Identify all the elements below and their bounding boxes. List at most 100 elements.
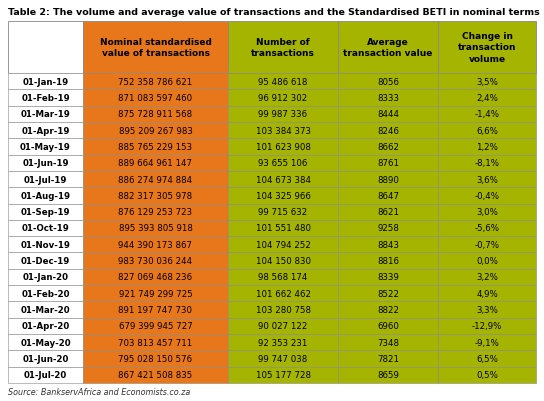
Text: -0,4%: -0,4% xyxy=(474,191,499,200)
Bar xyxy=(8,302,83,318)
Bar xyxy=(8,139,83,155)
Text: 103 384 373: 103 384 373 xyxy=(256,126,311,135)
Bar xyxy=(438,253,536,269)
Text: 921 749 299 725: 921 749 299 725 xyxy=(119,289,193,298)
Bar xyxy=(228,123,338,139)
Bar xyxy=(228,269,338,286)
Text: -1,4%: -1,4% xyxy=(474,110,499,119)
Text: 8056: 8056 xyxy=(377,77,399,87)
Bar xyxy=(338,350,438,367)
Bar xyxy=(83,334,228,350)
Text: 103 280 758: 103 280 758 xyxy=(256,305,311,314)
Text: 01-Nov-19: 01-Nov-19 xyxy=(21,240,70,249)
Text: 8621: 8621 xyxy=(377,208,399,217)
Text: 90 027 122: 90 027 122 xyxy=(258,322,308,330)
Text: 3,5%: 3,5% xyxy=(476,77,498,87)
Text: 99 987 336: 99 987 336 xyxy=(258,110,307,119)
Text: Average
transaction value: Average transaction value xyxy=(343,38,432,58)
Text: 8659: 8659 xyxy=(377,371,399,379)
Bar xyxy=(83,367,228,383)
Text: 101 551 480: 101 551 480 xyxy=(256,224,311,233)
Text: Change in
transaction
volume: Change in transaction volume xyxy=(458,32,516,63)
Text: 3,6%: 3,6% xyxy=(476,175,498,184)
Bar xyxy=(438,286,536,302)
Text: 01-Jul-19: 01-Jul-19 xyxy=(24,175,67,184)
Bar xyxy=(338,74,438,90)
Text: 8662: 8662 xyxy=(377,143,399,152)
Bar xyxy=(438,237,536,253)
Text: 104 794 252: 104 794 252 xyxy=(256,240,311,249)
Bar xyxy=(8,106,83,123)
Bar xyxy=(8,350,83,367)
Bar xyxy=(83,22,228,74)
Text: 96 912 302: 96 912 302 xyxy=(258,94,307,103)
Text: -0,7%: -0,7% xyxy=(474,240,499,249)
Bar xyxy=(83,286,228,302)
Text: 01-Jun-20: 01-Jun-20 xyxy=(22,354,69,363)
Bar xyxy=(438,123,536,139)
Bar xyxy=(228,220,338,237)
Text: 104 673 384: 104 673 384 xyxy=(256,175,311,184)
Bar xyxy=(228,188,338,204)
Text: 886 274 974 884: 886 274 974 884 xyxy=(119,175,193,184)
Bar xyxy=(338,302,438,318)
Bar xyxy=(8,237,83,253)
Text: 895 393 805 918: 895 393 805 918 xyxy=(119,224,193,233)
Text: -8,1%: -8,1% xyxy=(474,159,499,168)
Text: 891 197 747 730: 891 197 747 730 xyxy=(119,305,193,314)
Text: 9258: 9258 xyxy=(377,224,399,233)
Text: 01-Jan-20: 01-Jan-20 xyxy=(22,273,69,282)
Text: 1,2%: 1,2% xyxy=(476,143,498,152)
Bar xyxy=(338,269,438,286)
Text: 92 353 231: 92 353 231 xyxy=(258,338,308,347)
Bar xyxy=(8,188,83,204)
Bar xyxy=(228,253,338,269)
Text: Number of
transactions: Number of transactions xyxy=(251,38,315,58)
Text: 01-Jul-20: 01-Jul-20 xyxy=(24,371,67,379)
Text: 8761: 8761 xyxy=(377,159,399,168)
Bar xyxy=(83,123,228,139)
Bar xyxy=(338,106,438,123)
Text: 104 325 966: 104 325 966 xyxy=(256,191,311,200)
Text: Source: BankservAfrica and Economists.co.za: Source: BankservAfrica and Economists.co… xyxy=(8,387,190,396)
Bar xyxy=(83,74,228,90)
Text: 8333: 8333 xyxy=(377,94,399,103)
Bar xyxy=(8,74,83,90)
Bar xyxy=(338,204,438,220)
Text: 01-May-19: 01-May-19 xyxy=(20,143,71,152)
Text: 983 730 036 244: 983 730 036 244 xyxy=(119,257,193,265)
Bar xyxy=(438,350,536,367)
Bar xyxy=(438,220,536,237)
Bar xyxy=(338,318,438,334)
Bar xyxy=(228,318,338,334)
Text: 99 715 632: 99 715 632 xyxy=(258,208,307,217)
Bar xyxy=(83,155,228,172)
Text: 8647: 8647 xyxy=(377,191,399,200)
Bar xyxy=(83,253,228,269)
Text: 7348: 7348 xyxy=(377,338,399,347)
Bar xyxy=(228,22,338,74)
Text: 885 765 229 153: 885 765 229 153 xyxy=(119,143,193,152)
Bar xyxy=(83,172,228,188)
Bar xyxy=(83,90,228,106)
Bar xyxy=(8,204,83,220)
Bar xyxy=(83,106,228,123)
Bar xyxy=(83,220,228,237)
Text: 795 028 150 576: 795 028 150 576 xyxy=(119,354,193,363)
Bar xyxy=(438,90,536,106)
Bar xyxy=(83,302,228,318)
Bar xyxy=(228,334,338,350)
Bar xyxy=(438,367,536,383)
Text: 01-Apr-19: 01-Apr-19 xyxy=(21,126,70,135)
Bar xyxy=(228,139,338,155)
Bar xyxy=(338,188,438,204)
Bar xyxy=(8,90,83,106)
Text: 8822: 8822 xyxy=(377,305,399,314)
Bar xyxy=(338,334,438,350)
Text: 6960: 6960 xyxy=(377,322,399,330)
Text: 98 568 174: 98 568 174 xyxy=(258,273,308,282)
Text: 0,0%: 0,0% xyxy=(476,257,498,265)
Text: 01-Jun-19: 01-Jun-19 xyxy=(22,159,69,168)
Bar xyxy=(8,155,83,172)
Text: 3,3%: 3,3% xyxy=(476,305,498,314)
